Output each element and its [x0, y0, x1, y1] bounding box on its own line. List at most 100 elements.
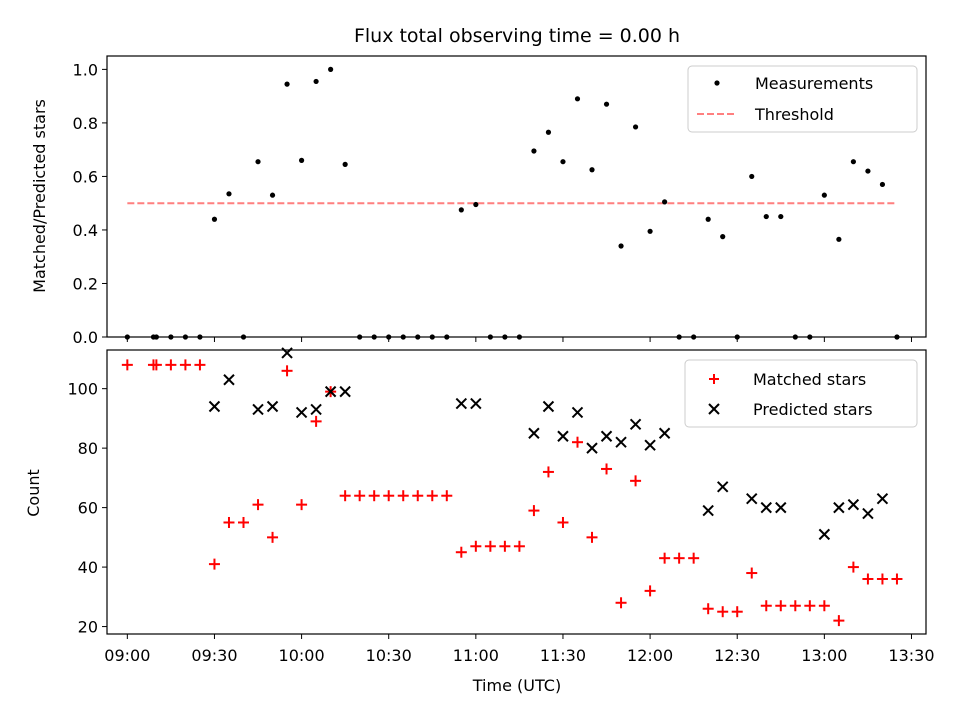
predicted-star-point [862, 507, 874, 520]
measurement-point [589, 167, 595, 173]
matched-legend-marker [709, 374, 719, 384]
bottom-legend: Matched stars Predicted stars [684, 359, 918, 428]
bottom-y-tick-label: 80 [78, 439, 98, 458]
matched-star-point [281, 365, 293, 377]
matched-star-point [528, 505, 540, 517]
matched-star-point [397, 490, 409, 502]
bottom-panel: Count 20 40 60 80 100 09:00 09:30 10:00 10:30 11… [24, 347, 935, 695]
matched-star-point [484, 540, 496, 552]
measurement-point [269, 192, 276, 198]
bottom-y-axis-label: Count [24, 469, 43, 517]
matched-star-point [630, 475, 642, 487]
matched-star-point [804, 600, 816, 612]
predicted-star-point [586, 442, 598, 454]
predicted-star-point [760, 501, 772, 514]
bottom-y-tick-label: 20 [78, 618, 98, 637]
matched-star-point [717, 606, 729, 618]
measurement-point [574, 96, 581, 102]
predicted-star-point [658, 427, 671, 439]
top-y-tick-label: 0.4 [73, 221, 98, 240]
matched-star-point [673, 552, 685, 564]
matched-star-point [847, 561, 859, 573]
measurement-point [821, 192, 827, 198]
matched-star-point [731, 606, 743, 618]
top-y-ticks: 0.0 0.2 0.4 0.6 0.8 1.0 [73, 60, 107, 347]
matched-star-point [833, 615, 845, 627]
measurement-point [211, 216, 218, 222]
x-tick-label: 11:00 [453, 646, 499, 665]
bottom-x-ticks: 09:00 09:30 10:00 10:30 11:00 11:30 12:00 12:30… [104, 634, 935, 665]
top-y-axis-label: Matched/Predicted stars [30, 99, 49, 293]
predicted-star-point [833, 501, 845, 514]
predicted-star-point [223, 374, 235, 386]
x-axis-label: Time (UTC) [472, 676, 561, 695]
x-tick-label: 09:30 [191, 646, 237, 665]
matched-star-point [615, 597, 627, 609]
x-tick-label: 10:30 [366, 646, 412, 665]
predicted-star-point [339, 385, 351, 398]
top-y-tick-label: 0.2 [73, 274, 98, 293]
predicted-star-point [310, 403, 322, 416]
top-legend: Measurements Threshold [687, 65, 918, 133]
predicted-star-point [615, 436, 627, 448]
matched-star-point [818, 600, 830, 612]
measurement-point [879, 181, 886, 188]
measurement-point [473, 201, 479, 208]
matched-star-point [252, 499, 264, 511]
matched-star-point [586, 531, 598, 543]
matched-star-point [121, 359, 133, 371]
x-tick-label: 10:00 [279, 646, 325, 665]
matched-star-point [267, 531, 279, 543]
measurement-point [850, 159, 856, 165]
matched-star-point [789, 600, 801, 612]
predicted-star-point [557, 430, 569, 442]
matched-star-point [223, 516, 235, 528]
legend-matched-stars: Matched stars [753, 370, 866, 389]
legend-predicted-stars: Predicted stars [753, 400, 873, 419]
matched-star-point [542, 466, 554, 478]
predicted-legend-marker [708, 403, 720, 415]
measurement-point [328, 66, 334, 72]
matched-star-point [601, 463, 613, 475]
matched-star-point [746, 567, 758, 579]
bottom-axes-frame [106, 349, 927, 635]
measurement-point [603, 101, 610, 107]
matched-star-point [194, 359, 206, 371]
matched-star-point [760, 600, 772, 612]
matched-star-point [339, 490, 351, 502]
bottom-plot-area [121, 347, 903, 627]
legend-measurements: Measurements [755, 74, 873, 93]
x-tick-label: 12:30 [714, 646, 760, 665]
top-plot-area [124, 66, 900, 340]
measurement-point [662, 199, 668, 205]
predicted-star-point [847, 498, 860, 511]
x-tick-label: 13:30 [888, 646, 934, 665]
top-axes-frame [106, 55, 927, 338]
matched-star-point [296, 499, 308, 511]
measurement-point [647, 228, 653, 234]
matched-star-point [310, 415, 322, 427]
measurement-point [778, 213, 784, 220]
measurement-point [705, 216, 711, 222]
matched-star-point [470, 540, 482, 552]
predicted-star-point [746, 492, 758, 505]
measurement-point [720, 234, 726, 240]
predicted-star-point [266, 400, 279, 413]
x-tick-label: 11:30 [540, 646, 586, 665]
bottom-y-ticks: 20 40 60 80 100 [67, 380, 107, 637]
predicted-star-point [295, 406, 308, 419]
matched-star-point [426, 490, 438, 502]
predicted-star-point [629, 418, 642, 431]
bottom-y-tick-label: 60 [78, 499, 98, 518]
matched-star-point [354, 490, 366, 502]
measurement-point [255, 159, 261, 165]
predicted-star-point [208, 400, 221, 413]
top-y-tick-label: 1.0 [73, 60, 98, 79]
predicted-star-point [716, 481, 729, 493]
top-panel: Flux total observing time = 0.00 h Match… [30, 25, 927, 347]
predicted-star-point [876, 492, 889, 505]
matched-star-point [208, 558, 220, 570]
predicted-star-point [775, 501, 787, 514]
predicted-star-point [571, 406, 584, 419]
